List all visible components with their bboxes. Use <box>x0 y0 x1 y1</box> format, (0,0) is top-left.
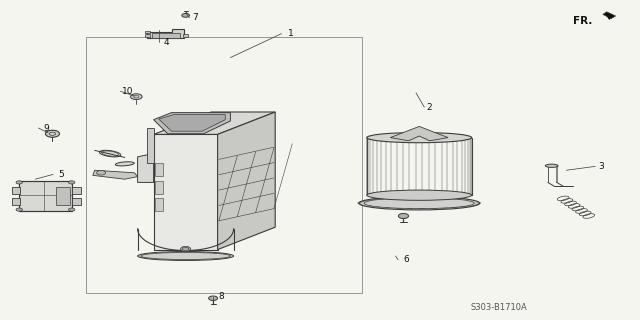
Bar <box>145 31 150 33</box>
Circle shape <box>16 208 22 211</box>
Bar <box>145 34 150 37</box>
Polygon shape <box>154 113 230 134</box>
Circle shape <box>182 13 189 17</box>
Polygon shape <box>138 154 154 182</box>
Circle shape <box>180 246 191 252</box>
Ellipse shape <box>364 198 474 209</box>
Bar <box>86 37 362 293</box>
Circle shape <box>97 171 106 175</box>
Ellipse shape <box>115 162 134 166</box>
Bar <box>19 181 72 211</box>
Text: 2: 2 <box>426 103 431 112</box>
Polygon shape <box>154 134 218 250</box>
Bar <box>72 187 81 194</box>
Bar <box>183 34 188 37</box>
Circle shape <box>45 130 60 137</box>
Polygon shape <box>147 29 184 38</box>
Circle shape <box>68 208 75 211</box>
Text: 5: 5 <box>58 170 63 179</box>
Circle shape <box>68 181 75 184</box>
Circle shape <box>131 94 142 100</box>
Text: 4: 4 <box>164 38 169 47</box>
Circle shape <box>16 181 22 184</box>
Text: 9: 9 <box>44 124 49 132</box>
Circle shape <box>209 296 218 300</box>
Polygon shape <box>154 112 275 134</box>
Ellipse shape <box>359 196 479 210</box>
Ellipse shape <box>367 132 472 143</box>
Text: FR.: FR. <box>573 16 592 26</box>
Text: 8: 8 <box>218 292 223 301</box>
Text: 10: 10 <box>122 87 134 96</box>
Bar <box>56 187 70 205</box>
Ellipse shape <box>367 190 472 200</box>
Bar <box>12 187 20 194</box>
Bar <box>72 198 81 205</box>
Polygon shape <box>390 126 448 141</box>
Bar <box>155 181 163 194</box>
Polygon shape <box>603 12 616 19</box>
Circle shape <box>398 213 408 219</box>
Polygon shape <box>93 170 138 179</box>
Text: 6: 6 <box>404 255 409 264</box>
Text: S303-B1710A: S303-B1710A <box>471 303 527 312</box>
Text: 7: 7 <box>193 13 198 22</box>
Text: 1: 1 <box>289 29 294 38</box>
Polygon shape <box>147 128 154 163</box>
Polygon shape <box>159 115 225 131</box>
Polygon shape <box>218 112 275 250</box>
Bar <box>155 198 163 211</box>
Ellipse shape <box>545 164 558 167</box>
Bar <box>12 198 20 205</box>
Ellipse shape <box>138 252 234 260</box>
Bar <box>155 163 163 176</box>
Ellipse shape <box>99 150 121 157</box>
Bar <box>152 33 180 38</box>
Text: 3: 3 <box>599 162 604 171</box>
Bar <box>19 181 72 211</box>
